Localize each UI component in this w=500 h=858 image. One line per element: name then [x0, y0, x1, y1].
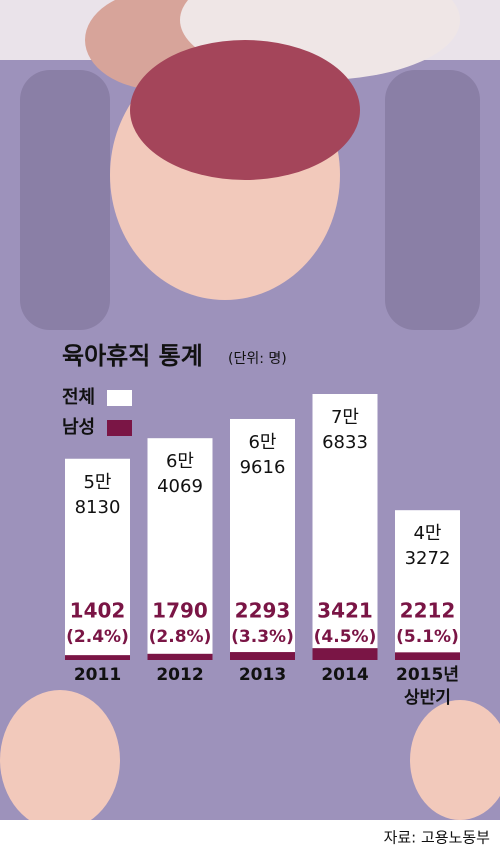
source-strip — [0, 820, 500, 854]
male-share: (3.3%) — [231, 627, 294, 647]
x-tick-label: 2012 — [156, 665, 203, 685]
bar-male — [147, 653, 213, 660]
chart-subtitle: (단위: 명) — [228, 351, 287, 367]
male-label: 1402 — [70, 599, 126, 623]
bar-male — [65, 655, 130, 660]
legend-swatch — [107, 420, 132, 436]
total-label: 6만 4069 — [157, 451, 203, 497]
illustration-baby-hair — [130, 40, 360, 180]
legend-swatch — [107, 390, 132, 406]
x-tick-label: 2015년 상반기 — [396, 665, 459, 708]
source: 자료: 고용노동부 — [384, 829, 491, 847]
total-label: 7만 6833 — [322, 407, 368, 453]
x-tick-label: 2011 — [74, 665, 121, 685]
male-share: (2.4%) — [66, 627, 129, 647]
bar-total — [395, 510, 460, 660]
bar-total — [147, 438, 213, 660]
total-label: 5만 8130 — [75, 472, 121, 518]
male-label: 2212 — [400, 599, 456, 623]
illustration-strap-left — [20, 70, 110, 330]
male-label: 2293 — [235, 599, 291, 623]
legend-label: 남성 — [62, 417, 95, 438]
illustration-hand-left — [0, 690, 120, 830]
male-share: (4.5%) — [314, 627, 377, 647]
bar-total — [65, 458, 130, 660]
male-share: (5.1%) — [396, 627, 459, 647]
bar-total — [230, 418, 295, 660]
bar-male — [395, 652, 460, 660]
male-label: 3421 — [317, 599, 373, 623]
x-tick-label: 2014 — [321, 665, 368, 685]
total-label: 6만 9616 — [240, 432, 286, 478]
illustration-strap-right — [385, 70, 480, 330]
bar-total — [312, 394, 378, 660]
total-label: 4만 3272 — [405, 523, 451, 569]
illustration-hand-right — [410, 700, 500, 820]
bar-male — [230, 652, 295, 660]
male-share: (2.8%) — [149, 627, 212, 647]
x-tick-label: 2013 — [239, 665, 286, 685]
male-label: 1790 — [152, 599, 208, 623]
bar-male — [312, 648, 378, 660]
legend-label: 전체 — [62, 387, 95, 408]
chart-title: 육아휴직 통계 — [62, 342, 203, 370]
